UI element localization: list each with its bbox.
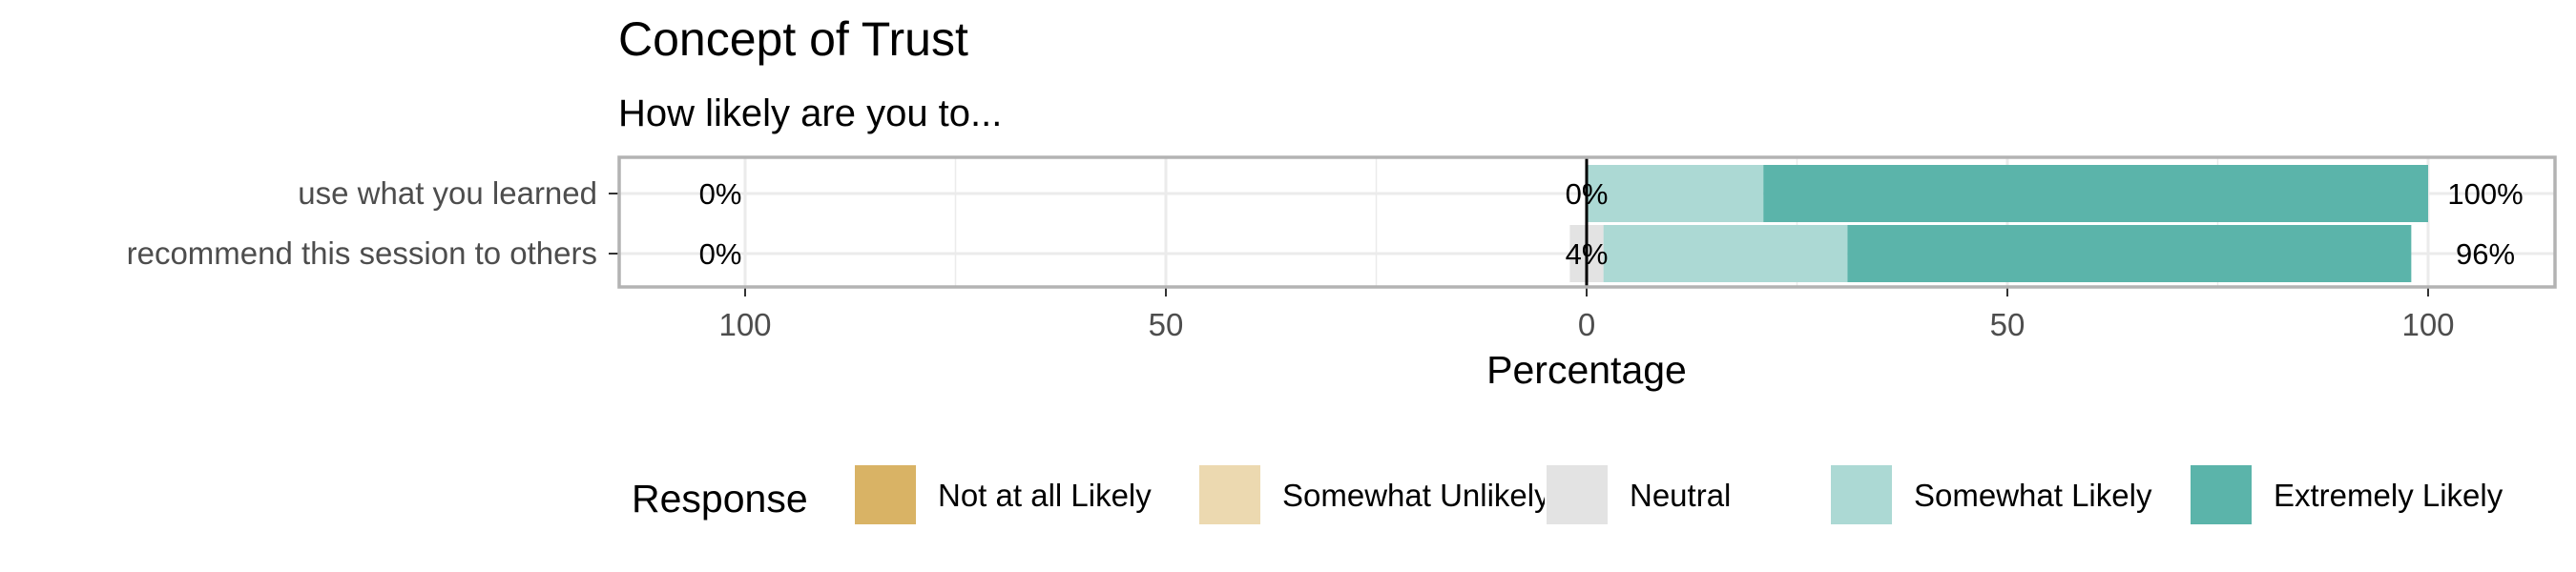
x-tick-label: 50 — [1149, 307, 1184, 342]
bar-marks — [1569, 157, 2428, 287]
data-label-positive: 96% — [2456, 237, 2515, 271]
legend-label: Somewhat Likely — [1914, 478, 2152, 513]
bar-somewhat-likely — [1604, 225, 1848, 282]
data-label-negative: 0% — [699, 237, 742, 271]
x-tick-label: 50 — [1990, 307, 2025, 342]
legend-label: Extremely Likely — [2274, 478, 2503, 513]
data-label-neutral: 0% — [1566, 177, 1609, 211]
category-labels: use what you learned recommend this sessi… — [127, 175, 619, 271]
x-axis-title: Percentage — [1486, 348, 1687, 392]
legend-key — [854, 464, 917, 525]
legend: Response Not at all Likely Somewhat Unlike… — [632, 464, 2503, 525]
data-label-negative: 0% — [699, 177, 742, 211]
bar-extremely-likely — [1763, 165, 2428, 222]
chart-title: Concept of Trust — [618, 12, 968, 66]
legend-key — [1546, 464, 1609, 525]
legend-label: Neutral — [1630, 478, 1731, 513]
category-label: recommend this session to others — [127, 235, 597, 271]
data-label-positive: 100% — [2447, 177, 2523, 211]
legend-label: Not at all Likely — [938, 478, 1152, 513]
bar-somewhat-likely — [1587, 165, 1763, 222]
category-label: use what you learned — [298, 175, 597, 211]
x-tick-label: 100 — [2401, 307, 2454, 342]
bar-extremely-likely — [1847, 225, 2411, 282]
legend-label: Somewhat Unlikely — [1282, 478, 1550, 513]
x-tick-label: 0 — [1578, 307, 1595, 342]
chart-subtitle: How likely are you to... — [618, 92, 1002, 134]
data-label-neutral: 4% — [1566, 237, 1609, 271]
legend-key — [2190, 464, 2253, 525]
legend-key — [1830, 464, 1893, 525]
legend-title: Response — [632, 477, 808, 521]
legend-key — [1198, 464, 1261, 525]
x-axis-ticks: 100 50 0 50 100 — [718, 287, 2454, 342]
x-tick-label: 100 — [718, 307, 771, 342]
